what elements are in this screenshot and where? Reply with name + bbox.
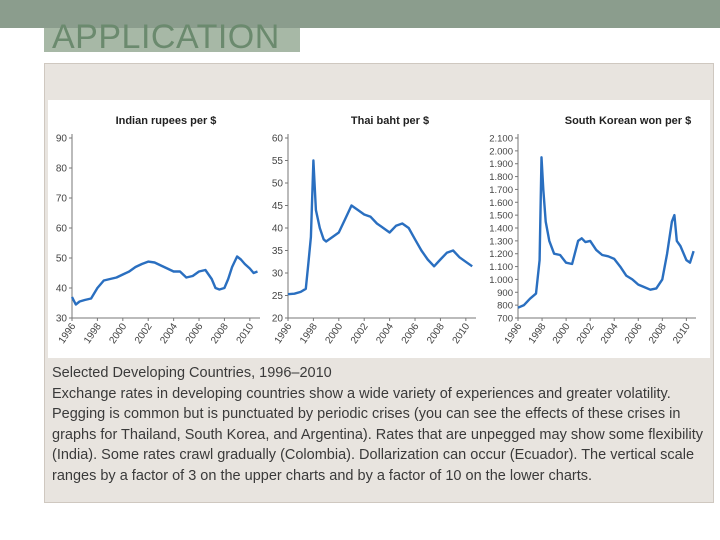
x-tick-label: 2000 [551, 321, 573, 346]
x-tick-label: 2010 [451, 321, 473, 346]
y-tick-label: 900 [497, 288, 513, 299]
y-tick-label: 2.000 [489, 146, 513, 157]
top-bar [0, 0, 720, 28]
y-tick-label: 70 [56, 194, 68, 205]
x-tick-label: 2002 [575, 321, 597, 346]
x-tick-label: 2000 [323, 321, 345, 346]
x-tick-label: 2008 [209, 321, 231, 346]
x-tick-label: 2008 [425, 321, 447, 346]
y-tick-label: 1.600 [489, 198, 513, 209]
x-tick-label: 2004 [374, 321, 396, 346]
chart-thai-baht: Thai baht per $ 20 25 30 35 40 45 50 55 60 1996 199… [272, 115, 476, 346]
slide-title: APPLICATION [52, 18, 280, 56]
y-tick-label: 55 [272, 156, 284, 167]
y-tick-label: 45 [272, 201, 284, 212]
y-tick-label: 30 [272, 269, 284, 280]
x-tick-label: 2004 [158, 321, 180, 346]
chart-south-korean-won: South Korean won per $ 700 800 900 1.000 1.10… [489, 115, 696, 346]
x-tick-label: 1998 [82, 321, 104, 346]
y-tick-label: 25 [272, 291, 284, 302]
chart-title: South Korean won per $ [565, 115, 692, 127]
x-tick-label: 2004 [599, 321, 621, 346]
caption: Selected Developing Countries, 1996–2010… [52, 363, 712, 486]
chart-indian-rupees: Indian rupees per $ 30 40 50 60 70 80 90 1996 199… [56, 115, 260, 346]
y-tick-label: 700 [497, 314, 513, 325]
y-tick-label: 1.500 [489, 211, 513, 222]
y-tick-label: 80 [56, 164, 68, 175]
caption-title: Selected Developing Countries, 1996–2010 [52, 365, 332, 381]
x-tick-label: 2010 [671, 321, 693, 346]
x-tick-label: 2008 [647, 321, 669, 346]
y-tick-label: 90 [56, 134, 68, 145]
y-tick-label: 1.800 [489, 172, 513, 183]
y-tick-label: 20 [272, 314, 284, 325]
series-line [70, 255, 258, 306]
y-tick-label: 35 [272, 246, 284, 257]
y-tick-label: 1.100 [489, 262, 513, 273]
y-tick-label: 1.400 [489, 224, 513, 235]
x-tick-label: 1998 [527, 321, 549, 346]
x-tick-label: 1996 [503, 321, 525, 346]
x-tick-label: 2006 [184, 321, 206, 346]
x-tick-label: 1996 [57, 321, 79, 346]
y-tick-label: 1.700 [489, 185, 513, 196]
series-line [517, 156, 695, 309]
chart-title: Indian rupees per $ [116, 115, 217, 127]
x-tick-label: 1996 [273, 321, 295, 346]
x-tick-label: 2002 [133, 321, 155, 346]
y-tick-label: 2.100 [489, 134, 513, 145]
chart-title: Thai baht per $ [351, 115, 429, 127]
x-tick-label: 2002 [349, 321, 371, 346]
y-tick-label: 800 [497, 301, 513, 312]
x-tick-label: 2006 [623, 321, 645, 346]
y-tick-label: 1.000 [489, 275, 513, 286]
x-tick-label: 2000 [107, 321, 129, 346]
y-tick-label: 50 [272, 179, 284, 190]
y-tick-label: 1.900 [489, 159, 513, 170]
x-tick-label: 2006 [400, 321, 422, 346]
y-tick-label: 60 [56, 224, 68, 235]
y-tick-label: 30 [56, 314, 68, 325]
y-tick-label: 50 [56, 254, 68, 265]
y-tick-label: 1.300 [489, 236, 513, 247]
x-tick-label: 2010 [235, 321, 257, 346]
title-underline-block [44, 28, 300, 52]
y-tick-label: 1.200 [489, 249, 513, 260]
caption-body: Exchange rates in developing countries s… [52, 385, 704, 484]
y-tick-label: 60 [272, 134, 284, 145]
y-tick-label: 40 [56, 284, 68, 295]
x-tick-label: 1998 [298, 321, 320, 346]
y-tick-label: 40 [272, 224, 284, 235]
series-line [287, 159, 473, 296]
